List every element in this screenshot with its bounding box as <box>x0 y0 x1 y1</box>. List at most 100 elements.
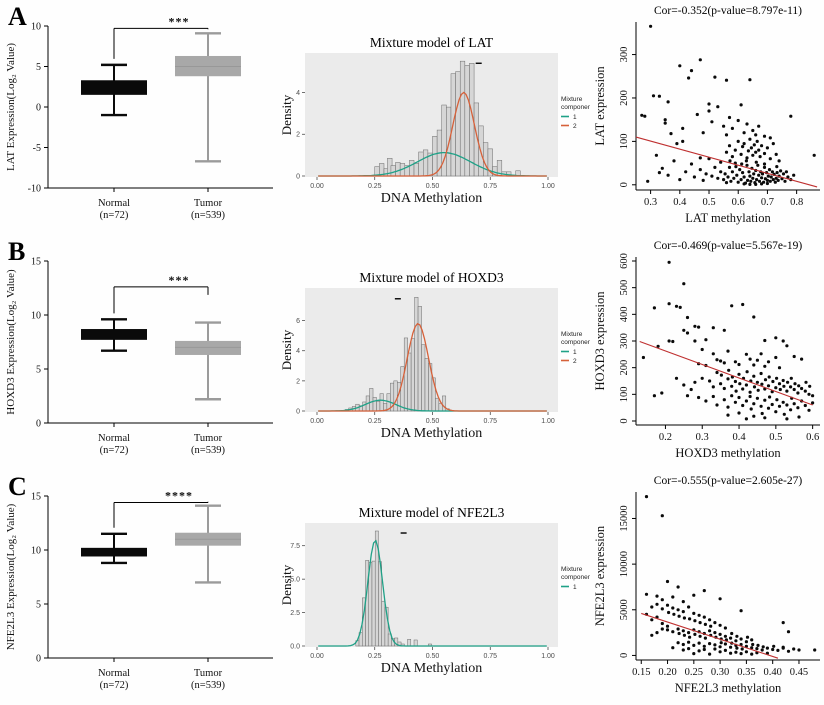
histogram-bar <box>418 151 424 177</box>
data-point <box>756 388 760 392</box>
data-point <box>702 615 706 619</box>
data-point <box>752 402 756 406</box>
data-point <box>707 109 711 113</box>
data-point <box>703 622 707 626</box>
data-point <box>752 414 756 418</box>
data-point <box>727 368 731 372</box>
data-point <box>735 646 739 650</box>
data-point <box>754 160 758 164</box>
y-tick-label: 15000 <box>619 505 630 531</box>
data-point <box>796 406 800 410</box>
data-point <box>724 78 729 82</box>
data-point <box>777 404 782 408</box>
data-point <box>750 646 754 650</box>
x-tick-label: 0.00 <box>310 653 324 660</box>
data-point <box>657 94 661 98</box>
data-point <box>792 354 796 359</box>
data-point <box>734 639 738 643</box>
y-tick-label: 4 <box>296 348 300 355</box>
data-point <box>774 386 778 390</box>
data-point <box>723 634 727 638</box>
data-point <box>760 382 764 386</box>
data-point <box>723 642 727 646</box>
scatter-lat: Cor=-0.352(p-value=8.797e-11) 0.3 0.4 0.5 0.… <box>593 5 820 225</box>
data-point <box>749 179 753 183</box>
data-point <box>713 631 717 635</box>
data-point <box>655 594 659 598</box>
data-point <box>777 366 782 370</box>
data-point <box>737 362 741 367</box>
data-point <box>775 171 779 175</box>
data-point <box>735 173 739 177</box>
data-point <box>707 102 711 106</box>
data-point <box>727 144 732 148</box>
data-point <box>781 400 785 404</box>
data-point <box>722 386 726 391</box>
data-point <box>747 170 751 174</box>
data-point <box>667 339 671 343</box>
y-tick-label: 500 <box>619 280 630 296</box>
histogram-bar <box>410 338 415 412</box>
data-point <box>667 610 671 615</box>
data-point <box>711 385 715 389</box>
data-point <box>676 585 680 589</box>
y-tick-label: -10 <box>28 184 41 195</box>
data-point <box>685 331 690 335</box>
histogram-bar <box>417 306 422 412</box>
histogram-bar <box>424 358 429 412</box>
x-tick-label: 0.35 <box>737 667 755 678</box>
data-point <box>754 150 758 154</box>
data-point <box>692 643 696 647</box>
data-point <box>739 178 743 182</box>
data-point <box>755 396 759 400</box>
data-point <box>713 621 717 625</box>
data-point <box>762 151 767 156</box>
x-tick-label: 0.15 <box>632 667 650 678</box>
data-point <box>726 349 730 353</box>
x-axis-title: NFE2L3 methylation <box>675 681 782 695</box>
y-tick-label: 2 <box>296 378 300 385</box>
x-tick-label: 0.6 <box>732 197 745 208</box>
x-tick-label: 0.5 <box>769 432 782 443</box>
y-tick-label: 10 <box>31 546 41 557</box>
data-point <box>755 380 759 384</box>
x-tick-label: 0.25 <box>368 183 382 190</box>
legend-title-line2: component <box>561 104 590 111</box>
panel-label-b: B <box>8 237 26 266</box>
histogram-bar <box>421 344 426 412</box>
data-point <box>775 376 779 380</box>
y-tick-label: 5 <box>36 365 41 376</box>
x-tick-label: 0.30 <box>711 667 729 678</box>
data-point <box>765 146 769 150</box>
x-tick-label: 0.75 <box>483 183 497 190</box>
data-point <box>762 162 767 166</box>
data-point <box>739 152 743 156</box>
data-point <box>674 376 679 380</box>
data-point <box>716 176 720 180</box>
group-n-label: (n=539) <box>191 680 225 691</box>
data-point <box>723 172 727 176</box>
data-point <box>698 156 702 160</box>
panel-row-a: A -10 -5 0 5 10 LAT Expression(Log₂ Value) Nor… <box>0 0 824 235</box>
data-point <box>752 385 757 389</box>
x-tick-label: 0.45 <box>790 667 808 678</box>
legend-title-line1: Mixture <box>561 96 583 103</box>
data-point <box>737 372 741 376</box>
data-point <box>748 390 752 394</box>
histogram-bar <box>384 606 389 647</box>
data-point <box>726 377 730 381</box>
data-point <box>666 100 670 104</box>
data-point <box>708 379 712 383</box>
data-point <box>737 411 741 415</box>
y-tick-label: -5 <box>33 143 41 154</box>
data-point <box>719 359 723 363</box>
data-point <box>718 645 722 649</box>
legend-title-line2: component <box>561 339 590 346</box>
axis-ticks <box>302 545 549 650</box>
significance-bracket <box>113 27 209 59</box>
data-point <box>757 179 762 183</box>
histogram-bars <box>345 297 450 412</box>
data-point <box>674 304 679 308</box>
data-point <box>687 647 691 651</box>
